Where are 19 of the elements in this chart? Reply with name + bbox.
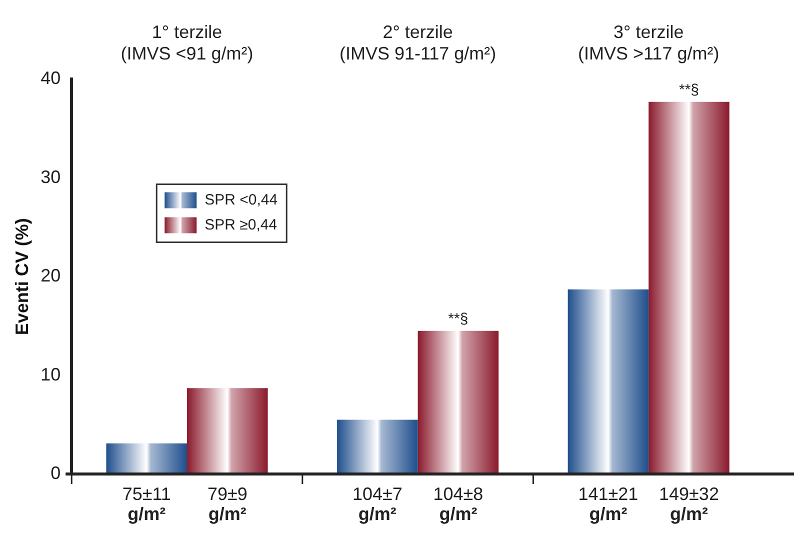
y-tick-label: 20	[40, 266, 61, 286]
text: 104±8 g/m²	[433, 484, 484, 524]
text: 149±32 g/m²	[659, 484, 719, 524]
text: 104±7 g/m²	[352, 484, 402, 524]
annotation: **§	[678, 82, 700, 99]
legend-label: SPR <0,44	[204, 191, 278, 208]
text: 79±9 g/m²	[207, 484, 248, 524]
x-tick-label: 3° terzile (IMVS >117 g/m²)	[578, 22, 720, 64]
y-tick-label: 0	[50, 462, 61, 483]
text: 75±11 g/m²	[122, 484, 171, 524]
y-tick-label: 10	[40, 364, 61, 384]
legend-label: SPR ≥0,44	[204, 216, 278, 234]
annotation: **§	[448, 310, 468, 328]
y-axis-title: Eventi CV (%)	[12, 218, 32, 336]
text: 141±21 g/m²	[578, 484, 638, 524]
y-tick-label: 40	[40, 68, 61, 88]
x-tick-label: 1° terzile (IMVS <91 g/m²)	[120, 22, 254, 64]
y-tick-label: 30	[40, 166, 61, 187]
x-tick-label: 2° terzile (IMVS 91-117 g/m²)	[339, 22, 496, 64]
